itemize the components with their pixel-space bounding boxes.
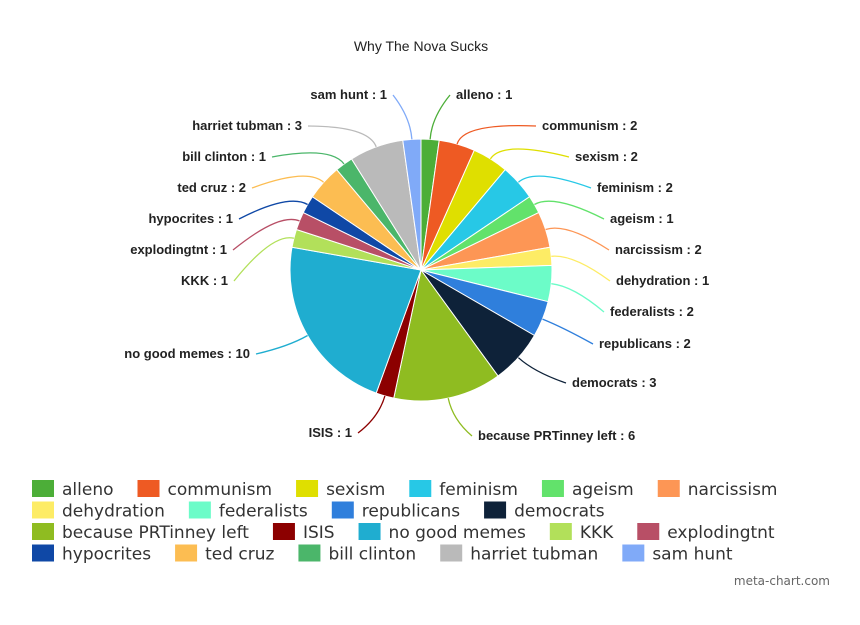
legend-swatch-feminism [409,480,432,497]
connector-dehydration [551,255,611,282]
legend-label-alleno: alleno [62,480,114,500]
legend-label-explodingtnt: explodingtnt [667,523,775,543]
data-label-alleno: alleno : 1 [456,87,512,102]
connector-sexism [489,148,570,160]
legend-swatch-because-prtinney-left [32,523,54,540]
legend-label-communism: communism [168,480,273,500]
legend-label-republicans: republicans [362,502,460,522]
legend-swatch-isis [272,523,295,540]
connector-republicans [542,318,594,345]
connector-feminism [517,175,592,189]
legend-swatch-harriet-tubman [440,544,463,562]
data-label-federalists: federalists : 2 [610,304,694,319]
connector-no-good-memes [255,334,308,355]
legend-label-bill-clinton: bill clinton [328,545,416,565]
legend-label-ageism: ageism [572,480,634,500]
legend-label-democrats: democrats [514,502,605,522]
data-label-harriet-tubman: harriet tubman : 3 [192,118,302,133]
connector-bill-clinton [271,152,345,165]
legend: alleno communism sexism feminism ageism narci… [32,480,777,565]
connector-narcissism [545,227,610,251]
legend-swatch-no-good-memes [358,523,381,540]
chart-title: Why The Nova Sucks [354,38,488,54]
legend-swatch-sexism [296,480,319,497]
data-label-feminism: feminism : 2 [597,180,673,195]
legend-label-because-prtinney-left: because PRTinney left [62,523,249,543]
legend-label-narcissism: narcissism [688,480,778,500]
data-label-because-prtinney-left: because PRTinney left : 6 [478,428,635,443]
connector-ted-cruz [251,175,325,189]
legend-swatch-federalists [188,501,211,519]
legend-label-ted-cruz: ted cruz [205,545,274,565]
data-label-no-good-memes: no good memes : 10 [124,346,250,361]
legend-label-sam-hunt: sam hunt [652,545,733,565]
legend-swatch-explodingtnt [637,523,660,540]
legend-swatch-dehydration [32,501,54,519]
connector-sam-hunt [392,94,413,140]
legend-label-kkk: KKK [580,523,614,543]
data-label-hypocrites: hypocrites : 1 [148,211,233,226]
legend-label-dehydration: dehydration [62,502,165,522]
connector-harriet-tubman [307,125,377,148]
connector-explodingtnt [232,218,300,251]
legend-swatch-sam-hunt [622,544,645,562]
connector-kkk [233,237,295,282]
connector-hypocrites [238,200,308,220]
connector-ageism [534,200,605,220]
data-label-sam-hunt: sam hunt : 1 [310,87,387,102]
data-label-republicans: republicans : 2 [599,336,691,351]
legend-label-sexism: sexism [326,480,385,500]
legend-swatch-ted-cruz [175,544,198,562]
pie-slices [289,138,553,402]
data-label-explodingtnt: explodingtnt : 1 [130,242,227,257]
legend-label-feminism: feminism [439,480,518,500]
connector-democrats [517,357,567,384]
connector-because-prtinney-left [447,397,473,437]
legend-swatch-communism [137,480,160,497]
data-label-isis: ISIS : 1 [309,425,352,440]
legend-label-hypocrites: hypocrites [62,545,151,565]
data-label-sexism: sexism : 2 [575,149,638,164]
legend-swatch-hypocrites [32,544,54,562]
watermark: meta-chart.com [734,574,830,588]
legend-swatch-ageism [541,480,564,497]
data-label-dehydration: dehydration : 1 [616,273,709,288]
data-label-bill-clinton: bill clinton : 1 [182,149,266,164]
legend-swatch-kkk [549,523,572,540]
data-label-narcissism: narcissism : 2 [615,242,702,257]
data-label-democrats: democrats : 3 [572,375,657,390]
data-label-communism: communism : 2 [542,118,637,133]
legend-label-isis: ISIS [303,523,335,543]
legend-swatch-narcissism [657,480,680,497]
connector-communism [456,124,537,145]
legend-swatch-republicans [331,501,354,519]
legend-swatch-bill-clinton [298,544,321,562]
legend-label-no-good-memes: no good memes [389,523,526,543]
pie-slice-sam-hunt [402,138,422,271]
pie-labels: alleno : 1 communism : 2 sexism : 2 feminis… [124,87,709,443]
legend-label-federalists: federalists [219,502,308,522]
connector-federalists [551,283,605,313]
legend-label-harriet-tubman: harriet tubman [470,545,598,565]
legend-swatch-alleno [32,480,54,497]
connector-alleno [429,94,451,140]
data-label-kkk: KKK : 1 [181,273,228,288]
data-label-ageism: ageism : 1 [610,211,674,226]
connector-isis [357,395,386,434]
legend-swatch-democrats [484,501,507,519]
data-label-ted-cruz: ted cruz : 2 [177,180,246,195]
